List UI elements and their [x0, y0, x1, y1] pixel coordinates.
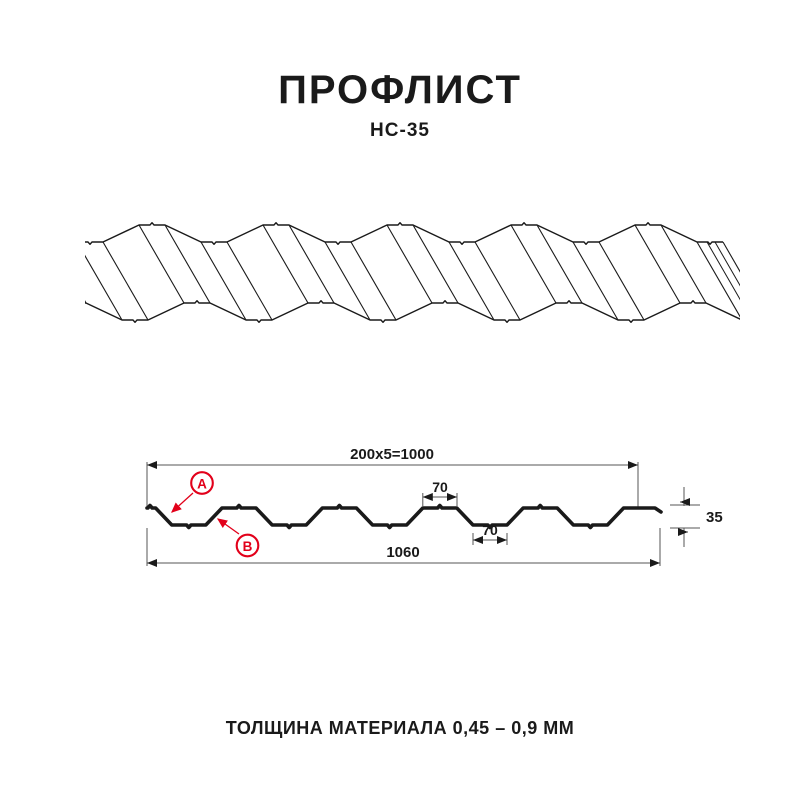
svg-text:70: 70 — [432, 479, 448, 495]
svg-text:200x5=1000: 200x5=1000 — [350, 446, 434, 463]
svg-text:B: B — [243, 539, 253, 554]
svg-text:A: A — [197, 477, 207, 492]
svg-text:35: 35 — [706, 509, 723, 526]
svg-text:1060: 1060 — [386, 544, 419, 561]
